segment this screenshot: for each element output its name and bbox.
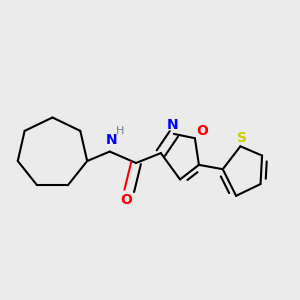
Text: H: H: [116, 126, 124, 136]
Text: O: O: [120, 193, 132, 206]
Text: S: S: [237, 130, 247, 145]
Text: O: O: [196, 124, 208, 138]
Text: N: N: [167, 118, 178, 132]
Text: N: N: [106, 133, 117, 147]
